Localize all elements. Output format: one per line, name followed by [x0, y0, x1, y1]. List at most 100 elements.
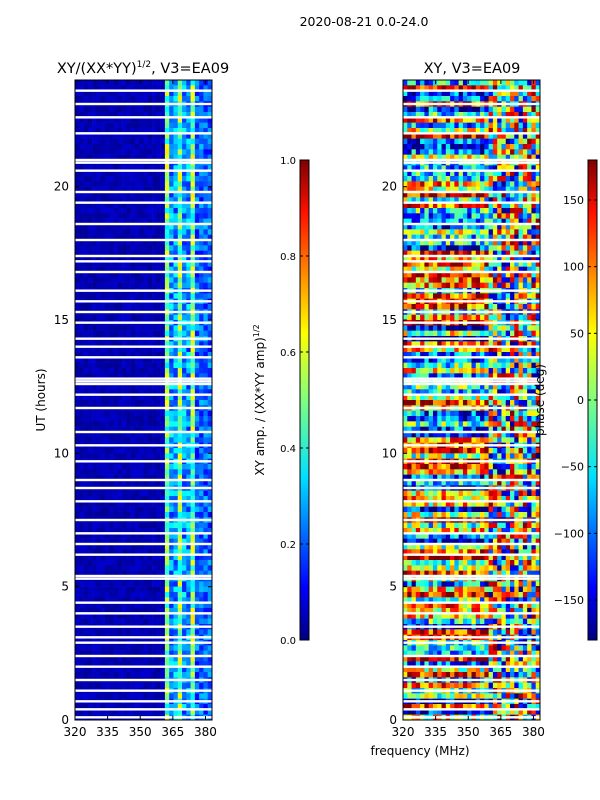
- heatmap-cell: [441, 202, 447, 209]
- heatmap-cell: [96, 90, 101, 97]
- heatmap-cell: [441, 112, 447, 118]
- heatmap-cell: [471, 122, 477, 129]
- heatmap-cell: [450, 138, 455, 145]
- heatmap-cell: [75, 554, 80, 561]
- heatmap-cell: [199, 170, 204, 177]
- heatmap-cell: [152, 464, 157, 470]
- heatmap-cell: [415, 85, 421, 91]
- heatmap-cell: [484, 176, 489, 182]
- heatmap-cell: [177, 512, 183, 518]
- heatmap-cell: [134, 549, 140, 555]
- heatmap-cell: [83, 112, 89, 118]
- heatmap-cell: [411, 80, 417, 86]
- heatmap-cell: [182, 362, 187, 369]
- heatmap-cell: [92, 666, 97, 673]
- heatmap-cell: [199, 570, 204, 577]
- heatmap-cell: [152, 229, 157, 235]
- heatmap-cell: [190, 533, 196, 539]
- heatmap-cell: [122, 165, 127, 171]
- heatmap-cell: [450, 229, 455, 235]
- heatmap-cell: [173, 389, 179, 395]
- heatmap-cell: [164, 368, 170, 374]
- heatmap-cell: [156, 608, 161, 614]
- heatmap-cell: [96, 650, 101, 657]
- heatmap-cell: [514, 144, 519, 150]
- heatmap-cell: [152, 560, 157, 566]
- heatmap-cell: [87, 304, 93, 310]
- heatmap-cell: [403, 224, 408, 230]
- heatmap-cell: [445, 181, 451, 187]
- heatmap-cell: [207, 224, 213, 230]
- heatmap-cell: [437, 122, 442, 129]
- heatmap-cell: [501, 80, 507, 86]
- heatmap-cell: [173, 544, 179, 550]
- heatmap-cell: [75, 330, 80, 337]
- heatmap-cell: [117, 533, 123, 539]
- heatmap-cell: [475, 138, 481, 145]
- heatmap-cell: [203, 282, 209, 289]
- heatmap-cell: [194, 277, 200, 283]
- heatmap-cell: [160, 480, 166, 486]
- heatmap-cell: [139, 245, 144, 251]
- heatmap-cell: [199, 144, 204, 150]
- heatmap-cell: [164, 480, 170, 486]
- heatmap-cell: [139, 144, 144, 150]
- heatmap-cell: [182, 266, 187, 273]
- heatmap-cell: [130, 197, 136, 203]
- heatmap-cell: [203, 112, 209, 118]
- heatmap-cell: [182, 672, 187, 678]
- heatmap-cell: [186, 618, 191, 625]
- heatmap-cell: [134, 565, 140, 571]
- heatmap-cell: [535, 106, 541, 113]
- heatmap-cell: [79, 400, 84, 406]
- heatmap-cell: [117, 656, 123, 662]
- heatmap-cell: [203, 490, 209, 497]
- heatmap-cell: [169, 149, 174, 155]
- heatmap-cell: [207, 357, 213, 363]
- heatmap-cell: [79, 496, 84, 502]
- heatmap-cell: [190, 512, 196, 518]
- heatmap-cell: [169, 496, 174, 502]
- heatmap-cell: [403, 218, 408, 225]
- heatmap-cell: [143, 165, 149, 171]
- heatmap-cell: [164, 512, 170, 518]
- heatmap-cell: [475, 240, 481, 246]
- heatmap-cell: [471, 208, 477, 214]
- heatmap-cell: [164, 453, 170, 459]
- heatmap-cell: [527, 144, 532, 150]
- heatmap-cell: [147, 394, 153, 401]
- heatmap-cell: [173, 592, 179, 598]
- heatmap-cell: [109, 560, 114, 566]
- heatmap-cell: [467, 154, 472, 161]
- heatmap-cell: [190, 490, 196, 497]
- heatmap-cell: [75, 186, 80, 193]
- heatmap-cell: [113, 202, 119, 209]
- heatmap-cell: [79, 85, 84, 91]
- heatmap-cell: [83, 325, 89, 331]
- heatmap-cell: [156, 538, 161, 545]
- heatmap-cell: [514, 165, 519, 171]
- heatmap-cell: [177, 368, 183, 374]
- heatmap-cell: [126, 261, 131, 267]
- flagged-row: [75, 382, 212, 386]
- heatmap-cell: [75, 608, 80, 614]
- heatmap-cell: [462, 192, 468, 198]
- heatmap-cell: [177, 96, 183, 102]
- heatmap-cell: [87, 352, 93, 358]
- heatmap-cell: [441, 138, 447, 145]
- heatmap-cell: [126, 597, 131, 603]
- heatmap-cell: [527, 96, 532, 102]
- heatmap-cell: [194, 122, 200, 129]
- heatmap-cell: [177, 272, 183, 278]
- heatmap-cell: [92, 693, 97, 699]
- heatmap-cell: [117, 293, 123, 299]
- heatmap-cell: [156, 410, 161, 417]
- heatmap-cell: [194, 384, 200, 390]
- heatmap-cell: [134, 672, 140, 678]
- heatmap-cell: [173, 144, 179, 150]
- heatmap-cell: [535, 192, 541, 198]
- heatmap-cell: [458, 245, 464, 251]
- heatmap-cell: [152, 544, 157, 550]
- heatmap-cell: [143, 277, 149, 283]
- heatmap-cell: [83, 400, 89, 406]
